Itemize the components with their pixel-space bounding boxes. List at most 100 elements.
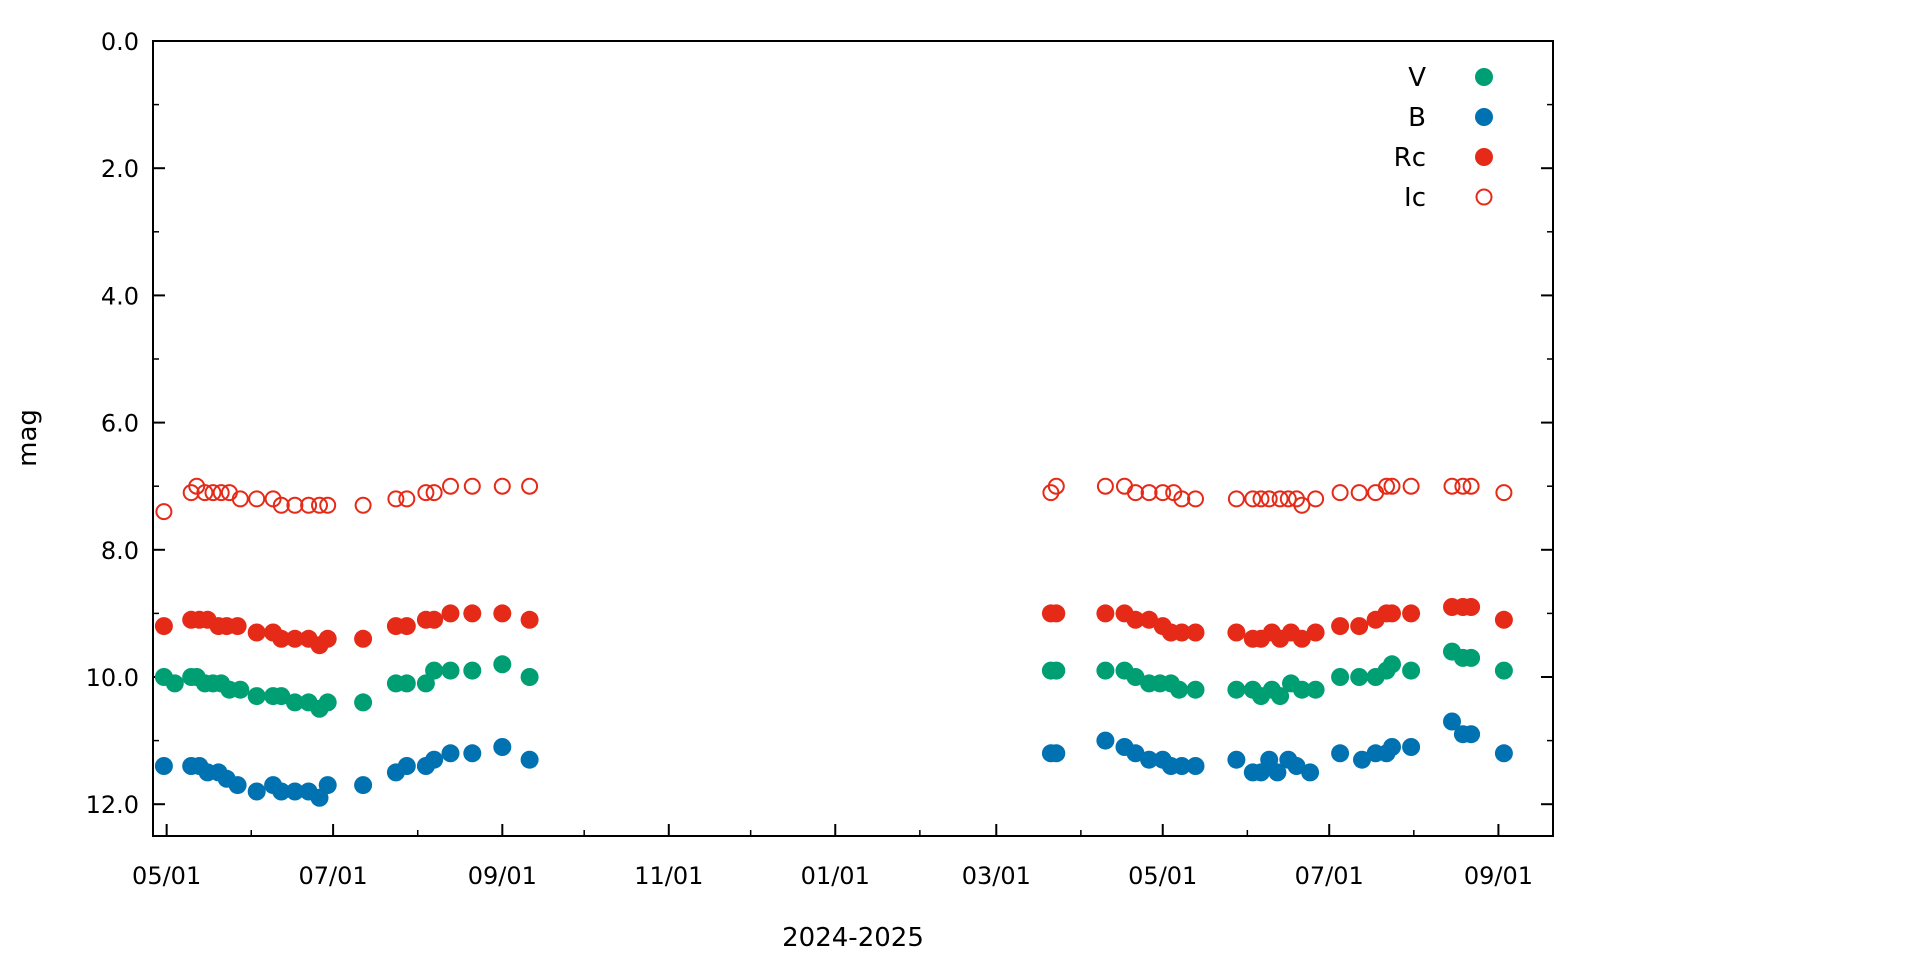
data-points [154, 477, 1513, 807]
data-point-rc [228, 617, 247, 636]
data-point-v [1494, 661, 1513, 680]
data-point-rc [1140, 610, 1159, 629]
data-point-rc [1350, 617, 1369, 636]
legend-label-b: B [1408, 103, 1426, 133]
data-point-v [1306, 680, 1325, 699]
data-point-b [1096, 731, 1115, 750]
data-point-v [1383, 655, 1401, 674]
data-point-ic [204, 484, 222, 502]
data-point-b [272, 782, 291, 801]
data-point-ic [442, 477, 459, 495]
plot-frame [152, 40, 1554, 837]
data-point-rc [1383, 604, 1401, 623]
x-tick-label: 05/01 [132, 862, 201, 890]
data-point-ic [1116, 477, 1133, 495]
data-point-ic [417, 484, 435, 502]
data-point-rc [285, 629, 304, 648]
y-axis-label: mag [13, 409, 43, 467]
data-point-rc [425, 610, 444, 629]
data-point-rc [1402, 604, 1421, 623]
x-tick-label: 09/01 [1464, 862, 1533, 890]
data-point-v [272, 687, 291, 706]
data-point-ic [155, 503, 173, 521]
data-point-v [247, 687, 266, 706]
data-point-ic [231, 490, 249, 508]
data-point-ic [1260, 490, 1278, 508]
data-point-v [397, 674, 416, 693]
data-point-v [1227, 680, 1246, 699]
data-point-b [520, 750, 539, 769]
data-point-ic [248, 490, 266, 508]
data-point-b [1402, 738, 1421, 756]
series-v [154, 642, 1513, 718]
data-point-v [1170, 680, 1189, 699]
y-tick-label: 4.0 [101, 282, 139, 310]
data-point-b [318, 776, 337, 795]
data-point-ic [1227, 490, 1245, 508]
legend: VB Rc Ic [1394, 63, 1493, 213]
data-point-b [1494, 744, 1513, 763]
data-point-v [231, 680, 250, 699]
data-point-rc [318, 629, 337, 648]
data-point-ic [1495, 484, 1513, 502]
legend-marker-rc [1475, 148, 1493, 166]
y-tick-label: 6.0 [101, 410, 139, 438]
data-point-ic [398, 490, 416, 508]
y-tick-label: 10.0 [86, 664, 139, 692]
data-point-ic [300, 496, 318, 514]
data-point-rc [1227, 623, 1246, 642]
x-tick-label: 01/01 [801, 862, 870, 890]
data-point-rc [1494, 610, 1513, 629]
y-tick-label: 2.0 [101, 155, 139, 183]
data-point-v [1126, 668, 1145, 686]
data-point-v [1047, 661, 1066, 680]
data-point-rc [1331, 617, 1350, 636]
x-tick-label: 07/01 [299, 862, 368, 890]
data-point-b [1383, 738, 1401, 756]
data-point-rc [1186, 623, 1205, 642]
data-point-v [1292, 680, 1311, 699]
data-point-ic [311, 496, 328, 514]
data-point-ic [1140, 484, 1158, 502]
y-tick-label: 0.0 [101, 28, 139, 56]
data-point-v [1350, 668, 1369, 686]
data-point-rc [154, 617, 173, 636]
data-point-rc [272, 629, 291, 648]
data-point-ic [1127, 484, 1144, 502]
data-point-b [463, 744, 482, 763]
data-point-b [1047, 744, 1066, 763]
data-point-ic [212, 484, 230, 502]
y-tick-label: 8.0 [101, 537, 139, 565]
data-point-b [397, 757, 416, 775]
data-point-b [1140, 750, 1159, 769]
data-point-ic [1350, 484, 1368, 502]
data-point-ic [1154, 484, 1172, 502]
data-point-ic [1443, 477, 1461, 495]
data-point-b [1287, 757, 1306, 775]
x-tick-label: 09/01 [468, 862, 537, 890]
data-point-ic [1367, 484, 1385, 502]
data-point-ic [425, 484, 443, 502]
data-point-v [1331, 668, 1350, 686]
data-point-v [354, 693, 373, 712]
data-point-rc [247, 623, 266, 642]
data-point-v [1462, 648, 1481, 667]
data-point-ic [1307, 490, 1325, 508]
data-point-ic [1454, 477, 1472, 495]
data-point-ic [1331, 484, 1349, 502]
legend-marker-v [1475, 68, 1493, 86]
data-point-v [1096, 661, 1115, 680]
data-point-v [1271, 687, 1290, 706]
data-point-v [520, 668, 539, 686]
data-point-ic [1402, 477, 1420, 495]
data-point-ic [493, 477, 511, 495]
data-point-rc [520, 610, 539, 629]
data-point-ic [1462, 477, 1480, 495]
data-point-ic [1047, 477, 1065, 495]
data-point-rc [397, 617, 416, 636]
data-point-b [1172, 757, 1191, 775]
data-point-v [463, 661, 482, 680]
data-point-v [165, 674, 184, 693]
x-axis-label: 2024-2025 [782, 923, 924, 953]
